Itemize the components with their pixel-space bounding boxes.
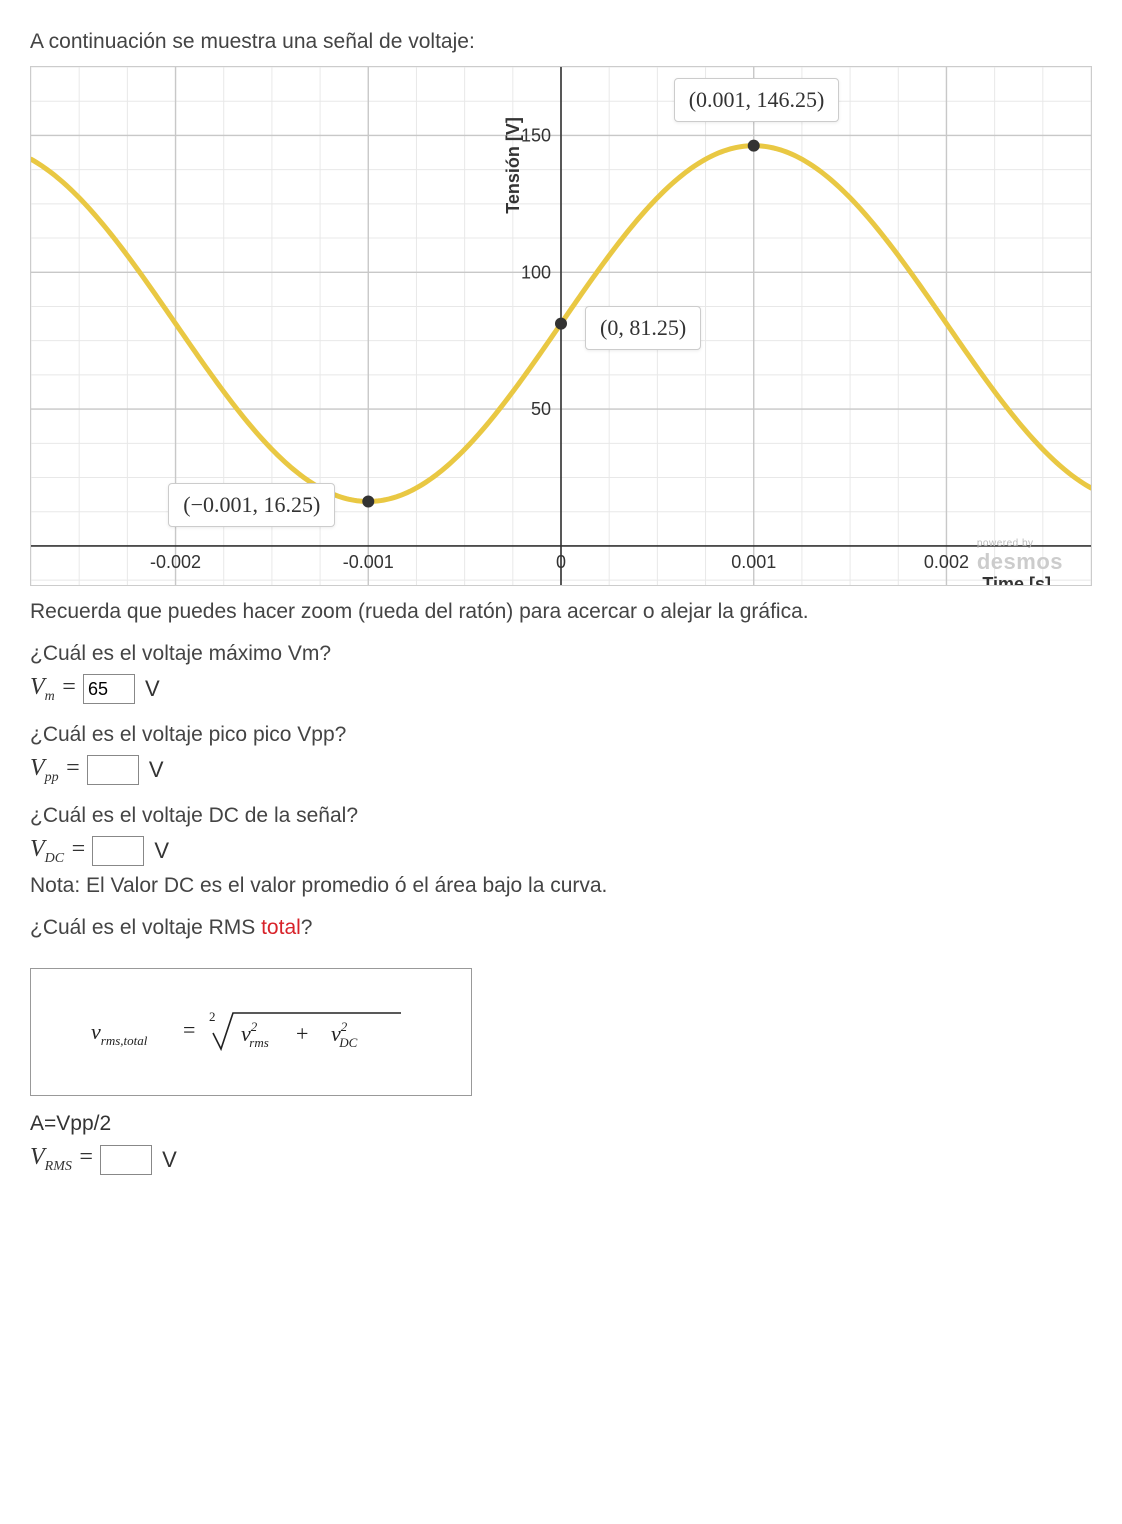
zoom-hint: Recuerda que puedes hacer zoom (rueda de… [30,600,1092,624]
svg-text:100: 100 [521,262,551,282]
vdc-symbol: VDC = [30,836,86,867]
intro-text: A continuación se muestra una señal de v… [30,30,1092,54]
svg-text:50: 50 [531,399,551,419]
svg-text:=: = [183,1017,195,1042]
question-vpp: ¿Cuál es el voltaje pico pico Vpp? [30,723,1092,747]
vpp-unit: V [149,757,164,783]
vrms-input[interactable] [100,1145,152,1175]
svg-text:Tensión [V]: Tensión [V] [503,117,523,214]
vrms-unit: V [162,1147,177,1173]
vdc-input[interactable] [92,836,144,866]
svg-text:Time [s]: Time [s] [982,574,1051,586]
vm-symbol: Vm = [30,674,77,705]
question-vrms: ¿Cuál es el voltaje RMS total? [30,916,1092,940]
question-vm: ¿Cuál es el voltaje máximo Vm? [30,642,1092,666]
vpp-symbol: Vpp = [30,755,81,786]
amp-note: A=Vpp/2 [30,1112,1092,1136]
svg-text:-0.002: -0.002 [150,552,201,572]
chart-tooltip-zero: (0, 81.25) [585,306,701,350]
vrms-symbol: VRMS = [30,1144,94,1175]
rms-formula-box: vrms,total = 2 v2rms + v2DC [30,968,472,1096]
svg-text:150: 150 [521,125,551,145]
svg-text:+: + [296,1021,308,1046]
question-vdc: ¿Cuál es el voltaje DC de la señal? [30,804,1092,828]
svg-text:vrms,total: vrms,total [91,1019,148,1048]
note-dc: Nota: El Valor DC es el valor promedio ó… [30,874,1092,898]
voltage-chart[interactable]: -0.002 -0.001 0 0.001 0.002 50 100 150Tensión [… [30,66,1092,586]
vm-unit: V [145,676,160,702]
svg-text:-0.001: -0.001 [343,552,394,572]
rms-formula-svg: vrms,total = 2 v2rms + v2DC [91,999,411,1059]
vm-input[interactable] [83,674,135,704]
svg-text:v2rms: v2rms [241,1019,269,1050]
svg-text:0: 0 [556,552,566,572]
chart-tooltip-min: (−0.001, 16.25) [168,483,335,527]
svg-text:0.001: 0.001 [731,552,776,572]
vdc-unit: V [154,838,169,864]
vpp-input[interactable] [87,755,139,785]
svg-text:v2DC: v2DC [331,1019,358,1050]
chart-tooltip-max: (0.001, 146.25) [674,78,840,122]
svg-text:0.002: 0.002 [924,552,969,572]
svg-text:2: 2 [209,1009,216,1024]
